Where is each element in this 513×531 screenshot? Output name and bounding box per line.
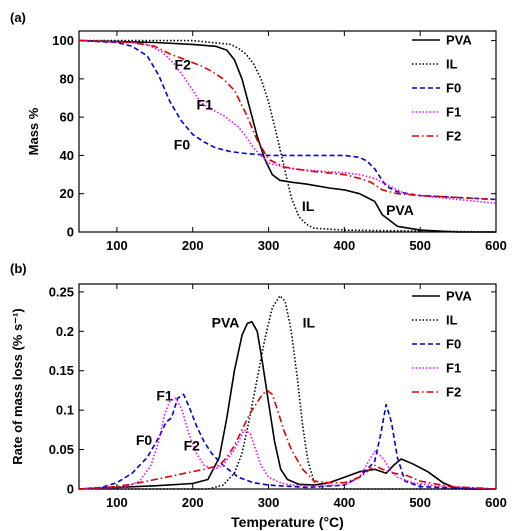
x-tick-label: 100: [106, 495, 128, 510]
annotation-label: F2: [175, 56, 192, 72]
x-tick-label: 100: [106, 238, 128, 253]
series-line-f1: [78, 397, 497, 490]
y-tick-label: 60: [60, 110, 74, 125]
panel-label: (a): [10, 10, 26, 25]
x-axis-label: Temperature (°C): [231, 514, 344, 530]
annotation-label: IL: [303, 314, 316, 330]
y-tick-label: 20: [60, 186, 74, 201]
legend-entry: IL: [446, 57, 458, 72]
legend-entry: PVA: [446, 33, 472, 48]
series-line-pva: [78, 320, 496, 490]
x-tick-label: 600: [485, 495, 507, 510]
series-line-f2: [78, 39, 497, 201]
x-tick-label: 200: [182, 238, 204, 253]
legend-entry: F1: [446, 105, 461, 120]
series-line-f2: [78, 389, 497, 490]
plot-frame: [78, 283, 497, 490]
annotation-label: F1: [197, 96, 214, 112]
panel-a: (a) 100 200 300 400 500 600 0 20 40 60 80 100 Mass % P…: [10, 10, 507, 253]
annotation-label: PVA: [212, 314, 240, 330]
x-tick-label: 400: [334, 495, 356, 510]
y-tick-label: 0.1: [56, 403, 74, 418]
x-tick-label: 500: [409, 495, 431, 510]
y-tick-label: 0.05: [49, 442, 74, 457]
x-tick-label: 200: [182, 495, 204, 510]
series-line-il: [79, 39, 497, 233]
plot-frame: [78, 30, 497, 233]
annotation-label: IL: [302, 198, 315, 214]
x-tick-label: 400: [334, 238, 356, 253]
legend-entry: F0: [446, 337, 461, 352]
panel-b: (b) 100 200 300 400 500 600 0 0.05 0.1 0.15 0.2 0.25…: [10, 261, 507, 530]
x-tick-label: 600: [485, 238, 507, 253]
annotation-label: F0: [174, 137, 191, 153]
y-axis-label: Mass %: [26, 107, 41, 155]
y-tick-label: 0.25: [49, 284, 74, 299]
y-tick-label: 0.2: [56, 324, 74, 339]
y-tick-label: 0.15: [49, 363, 74, 378]
y-tick-label: 40: [60, 148, 74, 163]
x-tick-label: 300: [258, 495, 280, 510]
series-line-f1: [78, 39, 497, 205]
y-axis-label: Rate of mass loss (% s⁻¹): [10, 308, 25, 464]
legend-entry: PVA: [446, 289, 472, 304]
legend-entry: F0: [446, 81, 461, 96]
series-line-f0: [78, 39, 497, 201]
x-tick-label: 300: [258, 238, 280, 253]
series-line-pva: [78, 39, 496, 233]
legend-entry: F2: [446, 385, 461, 400]
annotation-label: F2: [184, 437, 201, 453]
annotation-label: PVA: [386, 202, 414, 218]
annotation-label: F0: [136, 432, 153, 448]
annotation-label: F1: [156, 388, 173, 404]
y-tick-label: 80: [60, 71, 74, 86]
panel-label: (b): [10, 261, 27, 276]
y-tick-label: 0: [67, 482, 74, 497]
y-tick-label: 0: [67, 225, 74, 240]
legend-entry: IL: [446, 313, 458, 328]
series-line-f0: [78, 393, 497, 490]
legend-entry: F1: [446, 361, 461, 376]
legend-entry: F2: [446, 129, 461, 144]
x-tick-label: 500: [409, 238, 431, 253]
y-tick-label: 100: [52, 33, 74, 48]
